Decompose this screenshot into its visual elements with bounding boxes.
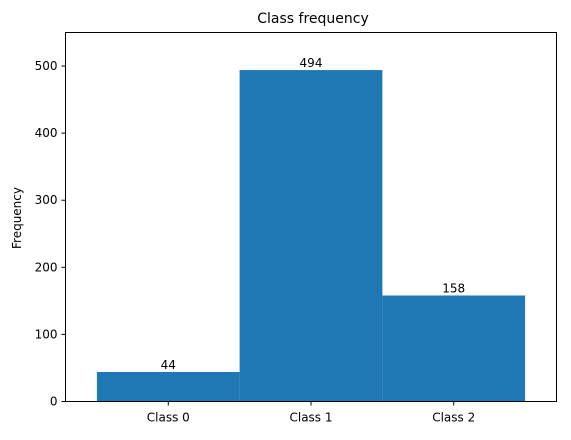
bar-class-0	[97, 372, 240, 402]
x-tick-label: Class 1	[289, 411, 332, 425]
data-label-class-1: 494	[300, 56, 323, 70]
x-tick-label: Class 0	[147, 411, 190, 425]
y-tick-label: 300	[35, 193, 58, 207]
x-tick-label: Class 2	[432, 411, 475, 425]
y-tick-label: 200	[35, 260, 58, 274]
data-label-class-2: 158	[442, 281, 465, 295]
data-label-class-0: 44	[161, 358, 176, 372]
bar-class-2	[382, 295, 525, 401]
chart-title: Class frequency	[257, 11, 369, 27]
y-tick-label: 100	[35, 327, 58, 341]
y-tick-label: 0	[50, 395, 58, 409]
y-tick-label: 500	[35, 59, 58, 73]
y-axis-ticks: 0 100 200 300 400 500	[35, 59, 66, 408]
y-axis-label: Frequency	[10, 187, 24, 249]
y-tick-label: 400	[35, 126, 58, 140]
x-axis-ticks: Class 0 Class 1 Class 2	[147, 402, 475, 425]
bars-layer	[97, 70, 525, 401]
bar-class-1	[240, 70, 383, 401]
